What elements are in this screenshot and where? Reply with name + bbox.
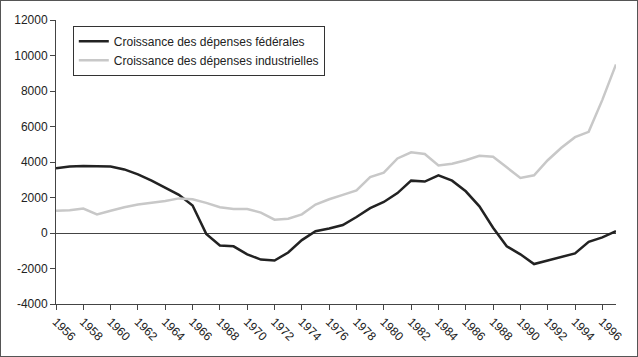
svg-text:1976: 1976 [323, 315, 352, 344]
svg-text:1978: 1978 [350, 315, 379, 344]
svg-text:1984: 1984 [432, 315, 461, 344]
svg-text:-4000: -4000 [17, 297, 48, 311]
svg-text:8000: 8000 [21, 84, 48, 98]
svg-text:1996: 1996 [596, 315, 625, 344]
svg-text:1960: 1960 [104, 315, 133, 344]
svg-text:1962: 1962 [132, 315, 161, 344]
svg-text:1964: 1964 [159, 315, 188, 344]
svg-text:12000: 12000 [14, 13, 48, 27]
svg-text:1958: 1958 [77, 315, 106, 344]
svg-text:2000: 2000 [21, 191, 48, 205]
svg-text:Croissance des dépenses indust: Croissance des dépenses industrielles [114, 54, 319, 68]
svg-text:1986: 1986 [459, 315, 488, 344]
svg-text:1970: 1970 [241, 315, 270, 344]
svg-text:1988: 1988 [487, 315, 516, 344]
svg-text:0: 0 [41, 226, 48, 240]
svg-text:4000: 4000 [21, 155, 48, 169]
svg-text:1982: 1982 [405, 315, 434, 344]
svg-text:1972: 1972 [268, 315, 297, 344]
svg-text:10000: 10000 [14, 49, 48, 63]
svg-text:1966: 1966 [186, 315, 215, 344]
svg-text:1992: 1992 [541, 315, 570, 344]
svg-text:1956: 1956 [50, 315, 79, 344]
svg-text:1994: 1994 [569, 315, 598, 344]
svg-text:1990: 1990 [514, 315, 543, 344]
svg-text:-2000: -2000 [17, 262, 48, 276]
svg-text:1974: 1974 [295, 315, 324, 344]
svg-text:Croissance des dépenses fédéra: Croissance des dépenses fédérales [114, 35, 305, 49]
svg-text:6000: 6000 [21, 120, 48, 134]
svg-text:1980: 1980 [377, 315, 406, 344]
svg-text:1968: 1968 [214, 315, 243, 344]
